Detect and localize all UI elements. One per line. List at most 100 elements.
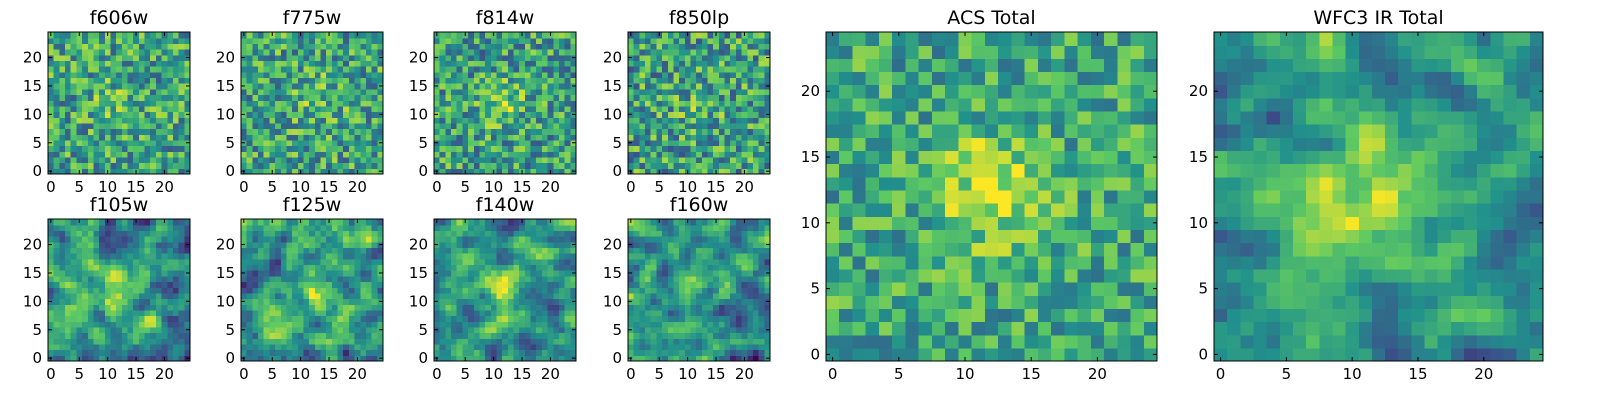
- heatmap-cell: [645, 332, 652, 339]
- heatmap-cell: [650, 60, 657, 67]
- heatmap-cell: [434, 332, 441, 339]
- heatmap-cell: [178, 156, 185, 164]
- heatmap-cell: [104, 134, 112, 141]
- heatmap-cell: [82, 37, 89, 44]
- heatmap-cell: [309, 247, 316, 254]
- heatmap-cell: [104, 145, 112, 152]
- heatmap-cell: [246, 139, 253, 147]
- heatmap-cell: [263, 281, 270, 288]
- heatmap-cell: [439, 128, 446, 135]
- heatmap-cell: [451, 49, 458, 56]
- heatmap-cell: [252, 349, 259, 356]
- heatmap-cell: [348, 71, 356, 79]
- heatmap-cell: [570, 77, 577, 84]
- heatmap-cell: [263, 219, 270, 226]
- heatmap-cell: [297, 326, 305, 334]
- heatmap-cell: [656, 326, 663, 334]
- heatmap-cell: [331, 105, 339, 113]
- heatmap-cell: [764, 94, 771, 101]
- heatmap-cell: [246, 117, 253, 124]
- heatmap-cell: [747, 49, 754, 56]
- heatmap-cell: [547, 94, 554, 101]
- heatmap-cell: [155, 236, 163, 243]
- heatmap-cell: [241, 275, 248, 283]
- heatmap-cell: [673, 292, 680, 300]
- heatmap-cell: [462, 122, 469, 130]
- heatmap-cell: [468, 247, 475, 254]
- heatmap-cell: [184, 117, 191, 124]
- heatmap-cell: [558, 275, 566, 283]
- heatmap-cell: [309, 287, 316, 294]
- heatmap-cell: [445, 281, 452, 288]
- heatmap-cell: [547, 151, 554, 158]
- heatmap-cell: [93, 128, 100, 135]
- heatmap-cell: [246, 264, 253, 271]
- heatmap-cell: [292, 270, 299, 277]
- heatmap-cell: [65, 43, 72, 50]
- heatmap-cell: [507, 287, 515, 294]
- heatmap-cell: [348, 54, 356, 61]
- heatmap-cell: [713, 60, 720, 67]
- heatmap-cell: [48, 309, 55, 317]
- heatmap-cell: [150, 287, 157, 294]
- heatmap-cell: [172, 88, 180, 96]
- heatmap-cell: [645, 270, 652, 277]
- heatmap-cell: [87, 32, 95, 39]
- axes-frame: [433, 218, 577, 362]
- heatmap-cell: [314, 66, 322, 73]
- heatmap-cell: [93, 236, 100, 243]
- heatmap-cell: [741, 156, 748, 164]
- heatmap-cell: [309, 275, 316, 283]
- heatmap-cell: [110, 275, 117, 283]
- heatmap-cell: [696, 355, 703, 362]
- heatmap-cell: [99, 304, 106, 311]
- heatmap-cell: [707, 60, 714, 67]
- heatmap-cell: [456, 326, 463, 334]
- heatmap-cell: [530, 304, 537, 311]
- heatmap-cell: [530, 100, 537, 107]
- heatmap-cell: [662, 338, 669, 345]
- heatmap-cell: [184, 60, 191, 67]
- heatmap-cell: [263, 60, 270, 67]
- heatmap-cell: [269, 309, 276, 317]
- heatmap-cell: [48, 71, 55, 79]
- heatmap-cell: [167, 236, 174, 243]
- heatmap-cell: [138, 349, 146, 356]
- heatmap-cell: [713, 54, 720, 61]
- heatmap-cell: [633, 156, 640, 164]
- heatmap-cell: [758, 298, 765, 305]
- heatmap-cell: [110, 60, 117, 67]
- heatmap-cell: [524, 236, 532, 243]
- heatmap-cell: [241, 287, 248, 294]
- heatmap-cell: [639, 332, 646, 339]
- heatmap-cell: [116, 241, 123, 248]
- heatmap-cell: [337, 338, 344, 345]
- heatmap-cell: [758, 37, 765, 44]
- heatmap-cell: [263, 43, 270, 50]
- heatmap-cell: [155, 60, 163, 67]
- heatmap-cell: [473, 298, 481, 305]
- heatmap-cell: [65, 315, 72, 322]
- heatmap-cell: [82, 77, 89, 84]
- heatmap-cell: [741, 49, 748, 56]
- heatmap-cell: [269, 321, 276, 328]
- heatmap-cell: [667, 298, 675, 305]
- heatmap-cell: [679, 117, 686, 124]
- heatmap-cell: [513, 349, 520, 356]
- heatmap-cell: [690, 88, 697, 96]
- heatmap-cell: [99, 270, 106, 277]
- heatmap-cell: [292, 117, 299, 124]
- heatmap-cell: [496, 134, 503, 141]
- heatmap-cell: [558, 145, 566, 152]
- heatmap-cell: [121, 258, 129, 266]
- heatmap-cell: [104, 258, 112, 266]
- heatmap-cell: [730, 162, 737, 169]
- heatmap-cell: [360, 37, 367, 44]
- heatmap-cell: [280, 71, 288, 79]
- heatmap-cell: [656, 315, 663, 322]
- heatmap-cell: [331, 37, 339, 44]
- heatmap-cell: [730, 326, 737, 334]
- heatmap-cell: [87, 270, 95, 277]
- heatmap-cell: [684, 343, 692, 351]
- heatmap-cell: [439, 54, 446, 61]
